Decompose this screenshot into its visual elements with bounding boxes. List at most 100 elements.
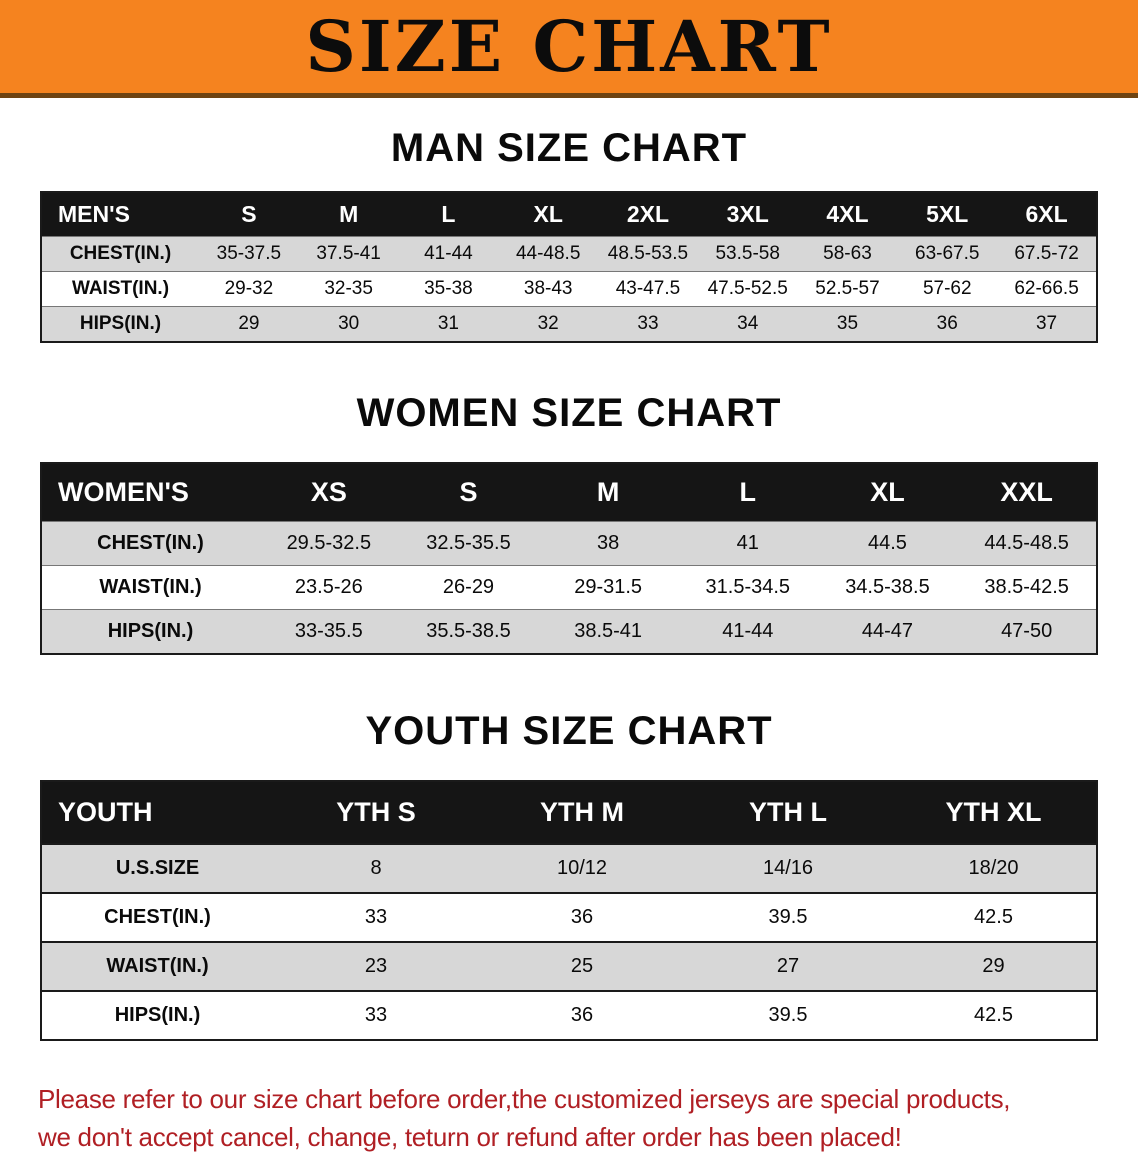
size-value: 53.5-58: [715, 243, 780, 264]
size-column-header: XXL: [957, 463, 1097, 522]
size-value: 30: [338, 313, 360, 334]
size-value: 33: [364, 1004, 388, 1026]
measurement-row: CHEST(IN.) 35-37.5 37.5-41 41-44 44-48.5 48.5…: [41, 236, 1097, 272]
disclaimer: Please refer to our size chart before or…: [38, 1081, 1114, 1156]
size-value: 44.5: [867, 532, 907, 554]
measurement-label: WAIST(IN.): [99, 576, 202, 598]
size-column-header: XL: [498, 192, 599, 237]
youth-section-heading: YOUTH SIZE CHART: [365, 709, 773, 753]
size-value: 32: [537, 313, 559, 334]
measurement-label: CHEST(IN.): [97, 532, 204, 554]
size-column-header: XS: [259, 463, 399, 522]
size-value: 39.5: [768, 906, 808, 928]
size-column-header: YTH S: [273, 781, 479, 844]
size-value: 39.5: [768, 1004, 808, 1026]
size-value: 18/20: [968, 857, 1019, 879]
measurement-label: WAIST(IN.): [106, 955, 209, 977]
size-value: 41: [736, 532, 759, 554]
size-column-header: S: [398, 463, 539, 522]
measurement-label: HIPS(IN.): [114, 1004, 201, 1026]
size-value: 38.5-41: [574, 620, 643, 642]
size-value: 62-66.5: [1014, 278, 1079, 299]
measurement-label: U.S.SIZE: [115, 857, 200, 879]
table-title-cell: MEN'S: [41, 192, 199, 237]
size-value: 47-50: [1001, 620, 1053, 642]
women-section-heading: WOMEN SIZE CHART: [356, 391, 782, 435]
size-column-header: YTH XL: [891, 781, 1097, 844]
measurement-label: HIPS(IN.): [107, 620, 194, 642]
measurement-row: WAIST(IN.) 29-32 32-35 35-38 38-43 43-47.5 47.…: [41, 271, 1097, 307]
size-column-header: YTH M: [479, 781, 685, 844]
banner: SIZE CHART: [0, 0, 1138, 98]
measurement-row: CHEST(IN.) 33 36 39.5 42.5: [41, 893, 1097, 942]
size-value: 44-47: [861, 620, 914, 642]
size-column-header: M: [538, 463, 678, 522]
size-value: 44.5-48.5: [984, 532, 1069, 554]
size-column-header: YTH L: [685, 781, 891, 844]
size-value: 47.5-52.5: [707, 278, 788, 299]
size-value: 37: [1035, 313, 1058, 334]
size-column-header: M: [298, 192, 399, 237]
size-value: 34.5-38.5: [845, 576, 930, 598]
size-value: 36: [570, 906, 594, 928]
size-value: 29-31.5: [574, 576, 643, 598]
size-value: 8: [370, 857, 382, 879]
youth-size-section: YOUTH SIZE CHART YOUTH YTH S YTH M YTH L YTH…: [0, 709, 1138, 1041]
size-value: 41-44: [722, 620, 774, 642]
measurement-label: WAIST(IN.): [71, 278, 170, 299]
disclaimer-line-1: Please refer to our size chart before or…: [38, 1084, 1011, 1114]
measurement-row: WAIST(IN.) 23 25 27 29: [41, 942, 1097, 991]
men-section-heading: MAN SIZE CHART: [390, 126, 748, 170]
size-value: 33-35.5: [294, 620, 363, 642]
measurement-row: HIPS(IN.) 33 36 39.5 42.5: [41, 991, 1097, 1040]
size-value: 14/16: [762, 857, 814, 879]
measurement-label: CHEST(IN.): [69, 243, 172, 264]
size-value: 34: [737, 313, 759, 334]
size-value: 31: [437, 313, 459, 334]
women-size-table: WOMEN'S XS S M L XL XXL CHEST(IN.) 29.5-32.5 32.5…: [40, 462, 1098, 655]
table-title-cell: WOMEN'S: [41, 463, 259, 522]
table-title-cell: YOUTH: [41, 781, 273, 844]
header-row: MEN'S S M L XL 2XL 3XL 4XL 5XL 6XL: [41, 192, 1097, 237]
men-size-section: MAN SIZE CHART MEN'S S M L XL 2XL 3XL 4XL 5XL 6XL…: [0, 126, 1138, 343]
size-value: 26-29: [442, 576, 495, 598]
measurement-row: WAIST(IN.) 23.5-26 26-29 29-31.5 31.5-34.5 34…: [41, 565, 1097, 610]
women-size-section: WOMEN SIZE CHART WOMEN'S XS S M L XL XXL CHEST(…: [0, 391, 1138, 655]
measurement-row: CHEST(IN.) 29.5-32.5 32.5-35.5 38 41 44.5 44.5…: [41, 521, 1097, 566]
size-value: 33: [364, 906, 388, 928]
size-value: 23.5-26: [294, 576, 363, 598]
size-column-header: S: [199, 192, 299, 237]
size-value: 57-62: [922, 278, 972, 299]
size-column-header: L: [398, 192, 499, 237]
page-title: SIZE CHART: [305, 4, 833, 88]
size-value: 37.5-41: [316, 243, 381, 264]
size-value: 38-43: [523, 278, 573, 299]
disclaimer-line-2: we don't accept cancel, change, teturn o…: [38, 1121, 902, 1152]
size-value: 58-63: [823, 243, 872, 264]
size-value: 33: [637, 313, 659, 334]
size-value: 43-47.5: [615, 278, 681, 299]
youth-size-table: YOUTH YTH S YTH M YTH L YTH XL U.S.SIZE 8 10/12…: [40, 780, 1098, 1041]
size-value: 29-32: [224, 278, 274, 299]
size-value: 27: [776, 955, 800, 977]
size-value: 29: [238, 313, 260, 334]
size-value: 42.5: [974, 1004, 1013, 1026]
size-column-header: L: [677, 463, 818, 522]
size-value: 25: [570, 955, 594, 977]
measurement-label: CHEST(IN.): [104, 906, 211, 928]
size-column-header: 5XL: [897, 192, 998, 237]
size-value: 67.5-72: [1014, 243, 1079, 264]
size-value: 29.5-32.5: [286, 532, 372, 554]
size-value: 36: [570, 1004, 594, 1026]
size-value: 23: [364, 955, 388, 977]
size-value: 48.5-53.5: [607, 243, 689, 264]
size-value: 42.5: [974, 906, 1013, 928]
measurement-row: U.S.SIZE 8 10/12 14/16 18/20: [41, 844, 1097, 893]
men-size-table: MEN'S S M L XL 2XL 3XL 4XL 5XL 6XL CHEST(IN.) 35-37…: [40, 191, 1098, 343]
size-column-header: 2XL: [598, 192, 698, 237]
measurement-row: HIPS(IN.) 29 30 31 32 33 34 35 36 37: [41, 306, 1097, 342]
size-value: 63-67.5: [915, 243, 980, 264]
size-value: 35.5-38.5: [426, 620, 511, 642]
size-column-header: 4XL: [797, 192, 898, 237]
